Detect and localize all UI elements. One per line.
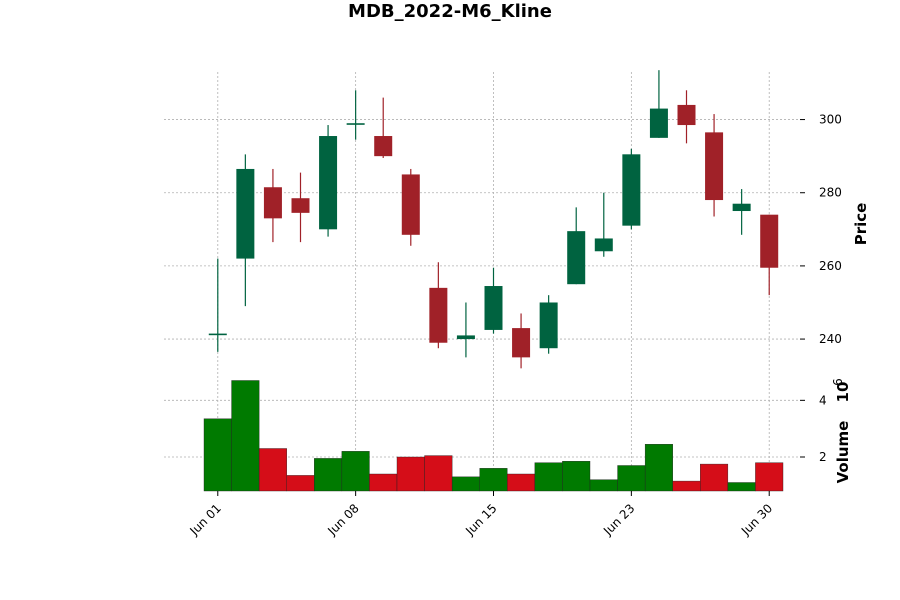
- volume-bar: [479, 468, 508, 492]
- candle-body: [539, 302, 558, 349]
- volume-bar: [617, 465, 646, 492]
- candle-body: [374, 136, 393, 157]
- x-tick-label: Jun 01: [187, 501, 224, 538]
- price-axis-label: Price: [852, 203, 870, 246]
- volume-bar: [644, 444, 673, 492]
- candle-body: [208, 333, 227, 336]
- volume-bar: [700, 463, 729, 492]
- volume-bar: [755, 462, 784, 492]
- volume-bar: [314, 458, 343, 492]
- volume-bar: [424, 455, 453, 492]
- candle-body: [456, 335, 475, 340]
- candle-body: [346, 123, 365, 125]
- volume-bar: [203, 418, 232, 492]
- x-tick-label: Jun 30: [738, 501, 775, 538]
- volume-bar: [507, 473, 536, 492]
- x-tick-label: Jun 15: [462, 501, 499, 538]
- candle-body: [429, 287, 448, 343]
- candle-body: [594, 238, 613, 252]
- volume-bar: [258, 448, 287, 492]
- volume-tick-label: 2: [819, 450, 827, 464]
- volume-bar: [451, 476, 480, 492]
- volume-bar: [534, 462, 563, 492]
- price-tick-label: 300: [819, 113, 842, 127]
- volume-bar: [369, 473, 398, 492]
- candle-body: [567, 231, 586, 285]
- candle-body: [649, 108, 668, 138]
- volume-multiplier-base: 10: [834, 382, 852, 403]
- volume-bar: [727, 482, 756, 492]
- chart-title: MDB_2022-M6_Kline: [348, 1, 552, 22]
- volume-tick-label: 4: [819, 393, 827, 407]
- candle-body: [291, 198, 310, 213]
- x-axis: Jun 01 Jun 08 Jun 15 Jun 23 Jun 30: [187, 491, 775, 539]
- volume-multiplier-label: 10: [834, 382, 852, 403]
- candle-body: [760, 214, 779, 268]
- x-tick-label: Jun 23: [600, 501, 637, 538]
- volume-panel: 24: [164, 372, 827, 492]
- price-panel: 240 260 280 300: [164, 70, 842, 372]
- candle-body: [705, 132, 724, 201]
- candle-body: [263, 187, 282, 219]
- price-tick-label: 260: [819, 259, 842, 273]
- candle-body: [236, 168, 255, 259]
- volume-bar: [341, 451, 370, 492]
- volume-multiplier-exponent: 6: [831, 378, 845, 386]
- x-tick-label: Jun 08: [324, 501, 361, 538]
- volume-axis-label: Volume: [834, 421, 852, 484]
- price-tick-label: 280: [819, 186, 842, 200]
- volume-bar: [231, 380, 260, 492]
- candle-body: [622, 154, 641, 226]
- volume-bar: [672, 480, 701, 492]
- candle-body: [512, 328, 531, 358]
- volume-bar: [396, 456, 425, 492]
- candle-body: [319, 136, 338, 230]
- volume-bar: [562, 461, 591, 492]
- volume-bar: [286, 475, 315, 492]
- volume-bar: [589, 479, 618, 492]
- candle-body: [401, 174, 420, 235]
- candle-body: [732, 203, 751, 212]
- price-tick-label: 240: [819, 332, 842, 346]
- candle-body: [677, 104, 696, 126]
- candle-body: [484, 286, 503, 330]
